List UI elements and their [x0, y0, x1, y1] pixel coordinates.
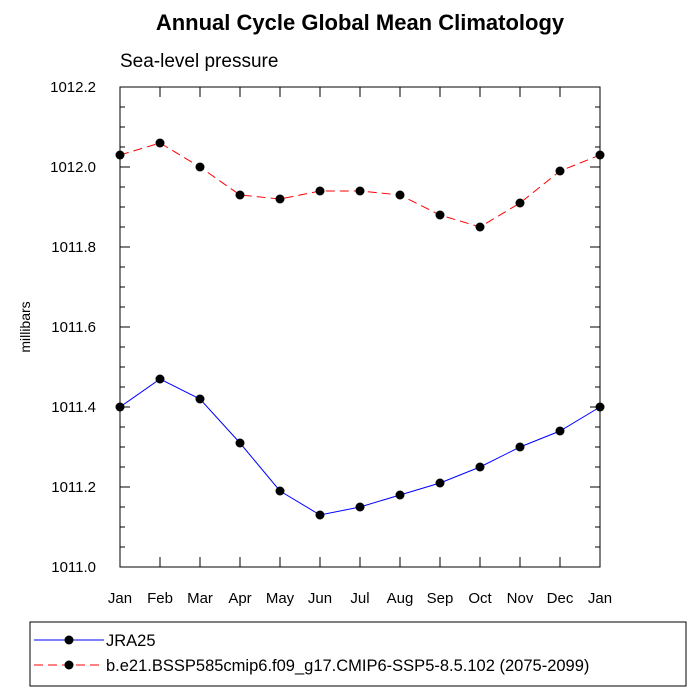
- data-point: [235, 190, 245, 200]
- data-point: [195, 162, 205, 172]
- legend-label-1: b.e21.BSSP585cmip6.f09_g17.CMIP6-SSP5-8.…: [106, 657, 589, 675]
- x-tick-label: Apr: [228, 590, 251, 607]
- data-point: [355, 186, 365, 196]
- data-point: [515, 198, 525, 208]
- chart-subtitle: Sea-level pressure: [120, 51, 278, 72]
- tick-labels: Jan Feb Mar Apr May Jun Jul Aug Sep Oct Nov Dec Jan 1…: [50, 79, 612, 607]
- x-tick-label: Sep: [427, 590, 454, 607]
- data-point: [555, 166, 565, 176]
- data-point: [355, 502, 365, 512]
- x-tick-label: Mar: [187, 590, 213, 607]
- data-point: [115, 150, 125, 160]
- data-point: [315, 510, 325, 520]
- data-point: [595, 150, 605, 160]
- plot-frame: [119, 86, 601, 568]
- data-point: [395, 190, 405, 200]
- x-tick-label: Jan: [588, 590, 612, 607]
- data-point: [195, 394, 205, 404]
- x-tick-label: Nov: [507, 590, 534, 607]
- data-point: [435, 478, 445, 488]
- data-point: [315, 186, 325, 196]
- y-axis-label: millibars: [17, 301, 33, 352]
- data-point: [115, 402, 125, 412]
- y-tick-label: 1012.2: [50, 79, 96, 96]
- data-point: [155, 374, 165, 384]
- y-tick-label: 1011.4: [51, 399, 96, 416]
- x-tick-label: Jul: [350, 590, 369, 607]
- data-point: [435, 210, 445, 220]
- data-point: [275, 194, 285, 204]
- legend-box: [29, 621, 687, 687]
- x-tick-label: Aug: [387, 590, 414, 607]
- data-point: [395, 490, 405, 500]
- legend-label-0: JRA25: [106, 632, 156, 650]
- legend-marker-0: [64, 635, 74, 645]
- y-tick-label: 1011.8: [51, 239, 96, 256]
- series-line-0: [119, 378, 601, 516]
- series-line-1: [119, 142, 601, 228]
- data-point: [155, 138, 165, 148]
- legend: JRA25 b.e21.BSSP585cmip6.f09_g17.CMIP6-SS…: [34, 632, 589, 675]
- x-tick-label: Oct: [468, 590, 492, 607]
- data-point: [515, 442, 525, 452]
- y-tick-label: 1011.2: [51, 479, 96, 496]
- data-point: [475, 222, 485, 232]
- y-tick-label: 1011.6: [51, 319, 96, 336]
- legend-marker-1: [64, 660, 74, 670]
- axis-ticks: [119, 86, 601, 568]
- data-point: [595, 402, 605, 412]
- x-tick-label: Feb: [147, 590, 173, 607]
- data-point: [555, 426, 565, 436]
- y-tick-label: 1011.0: [51, 559, 96, 576]
- data-point: [475, 462, 485, 472]
- x-tick-label: May: [266, 590, 295, 607]
- x-tick-label: Jun: [308, 590, 332, 607]
- series-lines: [119, 142, 601, 516]
- series-markers: [115, 138, 605, 520]
- x-tick-label: Jan: [108, 590, 132, 607]
- x-tick-label: Dec: [547, 590, 574, 607]
- data-point: [235, 438, 245, 448]
- data-point: [275, 486, 285, 496]
- chart-title: Annual Cycle Global Mean Climatology: [156, 10, 565, 35]
- y-tick-label: 1012.0: [50, 159, 96, 176]
